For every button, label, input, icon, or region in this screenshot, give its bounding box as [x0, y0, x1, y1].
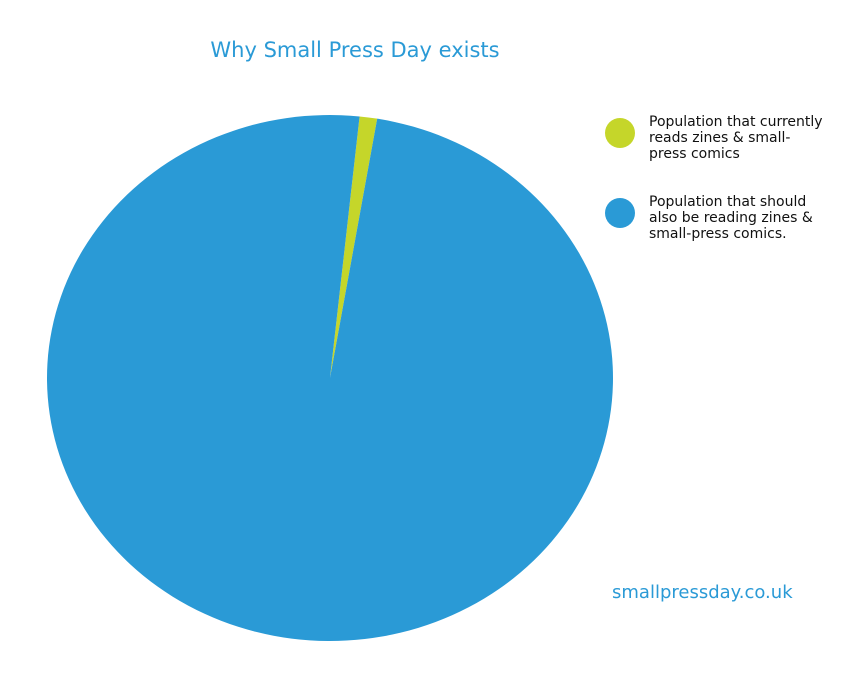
chart-title: Why Small Press Day exists: [210, 38, 500, 62]
legend-item: Population that should also be reading z…: [605, 194, 827, 242]
legend-item: Population that currently reads zines & …: [605, 114, 827, 162]
pie-slice: [330, 116, 378, 379]
legend-label: Population that currently reads zines & …: [649, 114, 823, 162]
legend-swatch: [605, 118, 635, 148]
legend-swatch: [605, 198, 635, 228]
legend-label: Population that should also be reading z…: [649, 194, 813, 242]
pie-slice: [47, 115, 614, 642]
footer: smallpressday.co.uk: [612, 582, 793, 603]
